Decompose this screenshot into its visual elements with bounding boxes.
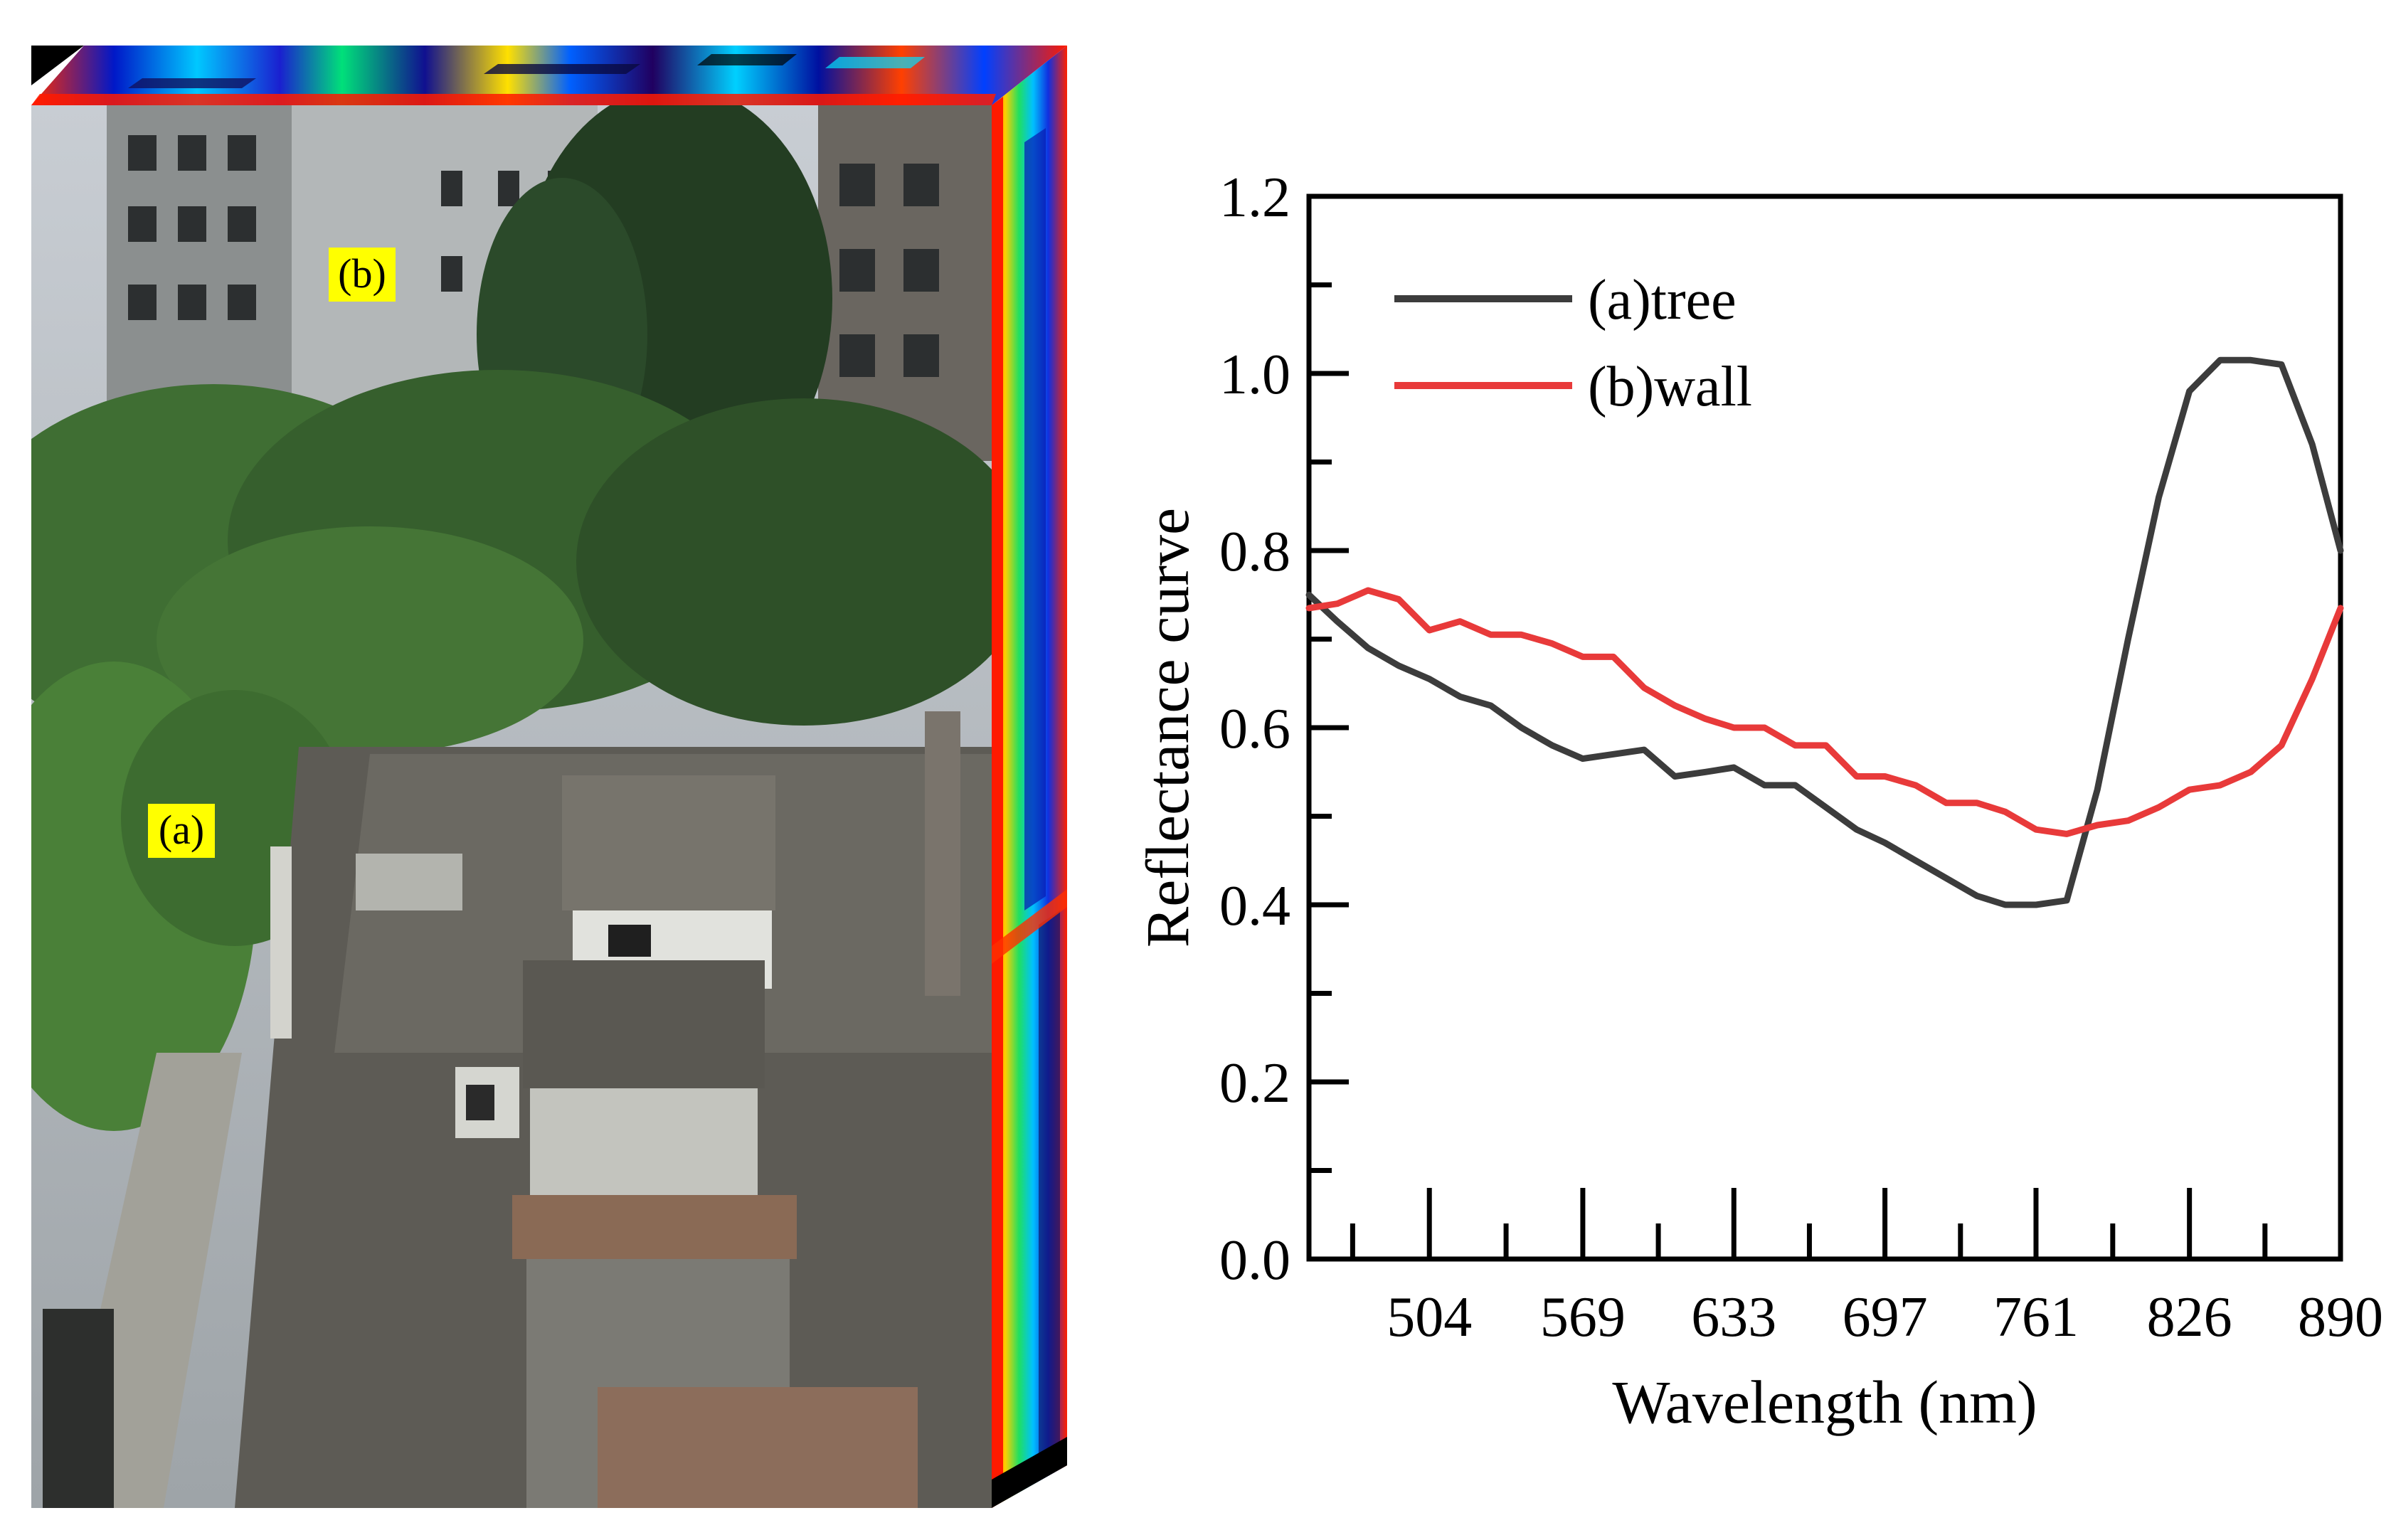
series-line-wall: [1305, 587, 2344, 837]
x-tick-label: 890: [2298, 1286, 2383, 1349]
svg-text:(b): (b): [338, 250, 386, 297]
series-lines: [1305, 356, 2344, 908]
y-axis-title: Reflectance curve: [1133, 508, 1202, 947]
region-tag-b: (b): [329, 248, 396, 302]
x-tick-label: 826: [2147, 1286, 2232, 1349]
reflectance-chart: 0.0 0.2 0.4 0.6 0.8 1.0 1.2 504 569 633 697 761 826…: [1081, 0, 2396, 1536]
y-tick-label: 0.0: [1219, 1229, 1290, 1292]
plot-frame: [1306, 193, 2343, 1262]
x-axis-title: Wavelength (nm): [1612, 1368, 2037, 1436]
cube-side-face: [992, 46, 1067, 1508]
series-line-tree: [1305, 356, 2344, 908]
legend: (a)tree (b)wall: [1394, 269, 1752, 418]
y-tick-label: 0.2: [1219, 1052, 1290, 1115]
legend-label: (a)tree: [1588, 269, 1737, 331]
hyperspectral-image-cube: (b) (a): [0, 0, 1081, 1536]
photo-front-face: [31, 105, 992, 1508]
cube-corner-shadow: [31, 46, 84, 85]
x-tick-label: 697: [1843, 1286, 1928, 1349]
y-tick-label: 0.8: [1219, 521, 1290, 583]
y-tick-label: 0.4: [1219, 875, 1290, 938]
y-axis-ticks: 0.0 0.2 0.4 0.6 0.8 1.0 1.2: [1219, 166, 1349, 1292]
x-tick-label: 761: [1993, 1286, 2079, 1349]
plot-area: [1306, 193, 2343, 1262]
y-tick-label: 0.6: [1219, 698, 1290, 760]
y-tick-label: 1.2: [1219, 166, 1290, 229]
x-tick-label: 504: [1387, 1286, 1472, 1349]
region-tag-a: (a): [148, 804, 215, 858]
y-tick-label: 1.0: [1219, 344, 1290, 406]
x-tick-label: 569: [1540, 1286, 1626, 1349]
svg-text:(a): (a): [159, 807, 204, 853]
x-axis-ticks: 504 569 633 697 761 826 890: [1350, 1188, 2383, 1349]
legend-label: (b)wall: [1588, 356, 1752, 418]
x-tick-label: 633: [1691, 1286, 1776, 1349]
cube-top-face: [31, 46, 1067, 105]
